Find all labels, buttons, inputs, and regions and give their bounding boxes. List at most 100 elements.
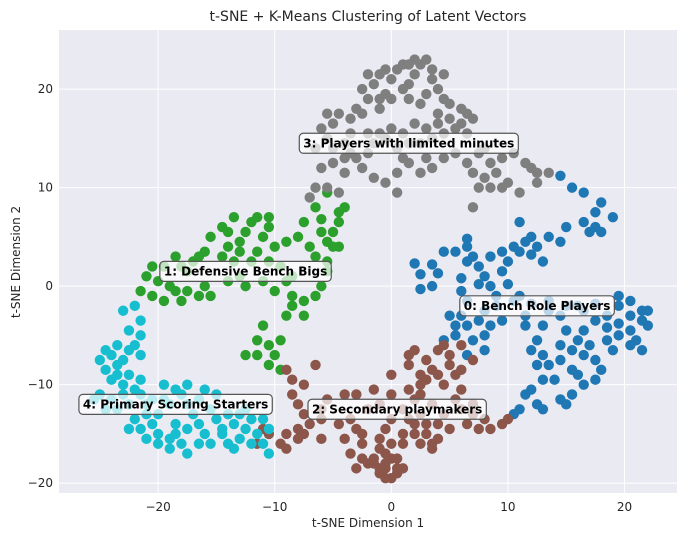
data-point: [356, 83, 368, 95]
data-point: [228, 211, 240, 223]
data-point: [596, 364, 607, 376]
cluster-label-text: 3: Players with limited minutes: [303, 136, 514, 150]
data-point: [496, 152, 508, 164]
data-point: [432, 108, 444, 119]
data-point: [467, 113, 479, 124]
data-point: [374, 433, 385, 445]
data-point: [450, 123, 461, 134]
data-point: [514, 216, 525, 228]
data-point: [409, 428, 420, 440]
data-point: [456, 340, 467, 351]
data-point: [345, 113, 356, 124]
data-point: [321, 182, 333, 193]
data-point: [636, 344, 648, 356]
data-point: [461, 418, 473, 430]
data-point: [613, 330, 624, 341]
data-point: [578, 349, 589, 361]
data-point: [240, 280, 251, 292]
data-point: [386, 473, 397, 484]
data-point: [240, 349, 251, 361]
data-point: [368, 384, 380, 395]
data-point: [601, 335, 613, 346]
data-point: [135, 423, 146, 435]
data-point: [578, 216, 589, 228]
data-point: [158, 295, 170, 307]
data-point: [176, 295, 187, 307]
y-tick-label: 10: [38, 181, 53, 195]
data-point: [333, 216, 345, 228]
data-point: [578, 325, 589, 336]
data-point: [374, 468, 385, 479]
data-point: [380, 423, 391, 435]
data-point: [526, 249, 537, 260]
data-point: [432, 418, 444, 430]
data-point: [141, 271, 152, 282]
data-point: [438, 69, 449, 80]
data-point: [496, 266, 508, 277]
data-point: [479, 271, 490, 282]
data-point: [456, 384, 467, 395]
data-point: [625, 310, 636, 321]
data-point: [561, 325, 572, 336]
data-point: [205, 438, 216, 449]
data-point: [222, 226, 234, 238]
data-point: [438, 152, 449, 164]
data-point: [421, 354, 432, 366]
data-point: [386, 389, 397, 400]
data-point: [613, 290, 624, 302]
data-point: [112, 340, 123, 351]
data-point: [252, 335, 263, 346]
data-point: [555, 170, 566, 181]
data-point: [421, 374, 432, 385]
data-point: [182, 423, 193, 435]
data-point: [193, 418, 205, 430]
data-point: [461, 157, 473, 169]
data-point: [374, 93, 385, 105]
data-point: [403, 93, 415, 105]
data-point: [327, 118, 339, 129]
data-point: [584, 226, 595, 238]
data-point: [473, 278, 484, 290]
data-point: [537, 256, 549, 267]
data-point: [526, 344, 537, 356]
data-point: [456, 364, 467, 376]
data-point: [397, 438, 409, 449]
chart-title: t-SNE + K-Means Clustering of Latent Vec…: [210, 9, 527, 25]
data-point: [170, 418, 181, 430]
data-point: [426, 443, 438, 454]
data-point: [485, 280, 496, 292]
data-point: [537, 320, 549, 331]
data-point: [561, 399, 572, 410]
data-point: [537, 404, 549, 415]
data-point: [269, 241, 280, 252]
data-point: [263, 448, 275, 459]
data-point: [432, 118, 444, 129]
data-point: [257, 320, 269, 331]
data-point: [456, 273, 467, 284]
data-point: [415, 283, 426, 295]
data-point: [543, 231, 554, 243]
data-point: [135, 285, 146, 297]
data-point: [450, 246, 461, 257]
y-tick-label: −20: [28, 476, 53, 490]
y-axis-label: t-SNE Dimension 2: [9, 206, 23, 318]
data-point: [566, 182, 578, 193]
data-point: [292, 423, 304, 435]
data-point: [409, 69, 420, 80]
data-point: [467, 354, 479, 366]
data-point: [333, 418, 345, 430]
data-point: [368, 78, 380, 90]
data-point: [578, 187, 589, 198]
data-point: [572, 335, 584, 346]
y-tick-label: 0: [45, 279, 53, 293]
data-point: [310, 290, 321, 302]
data-point: [625, 295, 636, 307]
data-point: [444, 113, 455, 124]
data-point: [147, 418, 158, 430]
data-point: [333, 187, 345, 198]
data-point: [520, 236, 531, 247]
data-point: [310, 202, 321, 213]
data-point: [380, 448, 391, 459]
data-point: [520, 389, 531, 400]
data-point: [479, 344, 490, 356]
